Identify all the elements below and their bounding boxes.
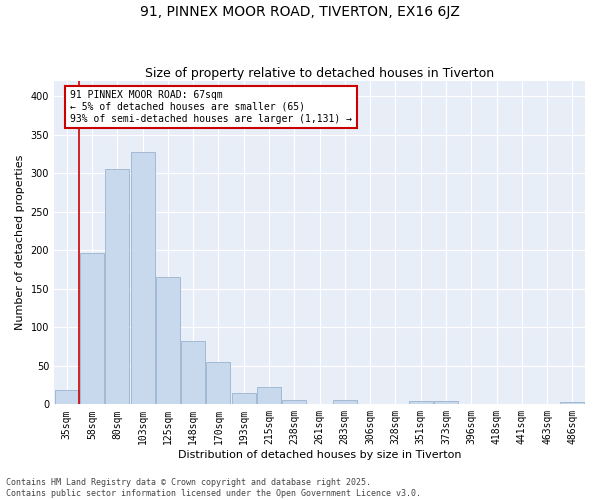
Bar <box>257 388 281 404</box>
Text: 91, PINNEX MOOR ROAD, TIVERTON, EX16 6JZ: 91, PINNEX MOOR ROAD, TIVERTON, EX16 6JZ <box>140 5 460 19</box>
Bar <box>156 277 180 404</box>
Bar <box>131 152 155 404</box>
Text: 91 PINNEX MOOR ROAD: 67sqm
← 5% of detached houses are smaller (65)
93% of semi-: 91 PINNEX MOOR ROAD: 67sqm ← 5% of detac… <box>70 90 352 124</box>
Bar <box>181 341 205 404</box>
Bar <box>333 400 357 404</box>
Bar <box>206 362 230 405</box>
Bar <box>55 390 79 404</box>
Bar <box>434 402 458 404</box>
Bar <box>105 170 129 404</box>
Bar <box>232 393 256 404</box>
Title: Size of property relative to detached houses in Tiverton: Size of property relative to detached ho… <box>145 66 494 80</box>
Bar <box>282 400 306 404</box>
Text: Contains HM Land Registry data © Crown copyright and database right 2025.
Contai: Contains HM Land Registry data © Crown c… <box>6 478 421 498</box>
Bar <box>80 252 104 404</box>
Y-axis label: Number of detached properties: Number of detached properties <box>15 155 25 330</box>
Bar <box>560 402 584 404</box>
Bar <box>409 402 433 404</box>
X-axis label: Distribution of detached houses by size in Tiverton: Distribution of detached houses by size … <box>178 450 461 460</box>
